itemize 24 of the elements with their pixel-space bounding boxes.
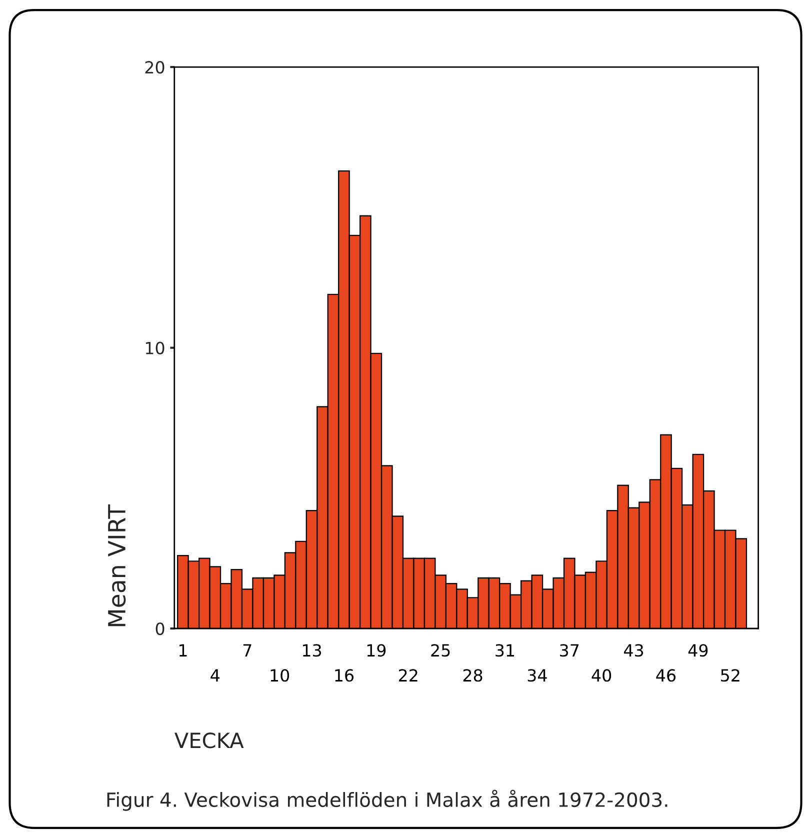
x-tick-label: 43 bbox=[624, 644, 644, 657]
y-tick-label: 10 bbox=[146, 342, 164, 354]
x-tick-label: 4 bbox=[210, 669, 220, 682]
x-axis-title: VECKA bbox=[174, 732, 244, 748]
x-tick-label: 1 bbox=[179, 644, 187, 656]
x-tick-label: 34 bbox=[528, 669, 547, 682]
text: Figur 4. Veckovisa medelflöden i Malax å åren 1972-2003. bbox=[107, 790, 668, 811]
x-tick-label: 10 bbox=[270, 669, 290, 682]
x-tick-label: 7 bbox=[243, 644, 252, 656]
y-tick-label: 20 bbox=[145, 61, 164, 74]
x-tick-label: 22 bbox=[398, 669, 418, 682]
x-tick-label: 40 bbox=[592, 669, 612, 682]
x-tick-label: 28 bbox=[463, 669, 482, 682]
x-tick-label: 13 bbox=[302, 644, 322, 657]
x-tick-label: 16 bbox=[335, 669, 354, 682]
y-tick-label: 0 bbox=[156, 622, 164, 636]
x-tick-label: 19 bbox=[367, 644, 386, 657]
x-tick-label: 31 bbox=[496, 644, 514, 657]
x-tick-label: 25 bbox=[431, 644, 450, 657]
x-tick-label: 37 bbox=[560, 644, 579, 657]
y-axis-title: Mean VIRT bbox=[108, 504, 126, 626]
x-tick-label: 46 bbox=[656, 669, 676, 682]
x-tick-label: 52 bbox=[721, 669, 740, 682]
x-tick-label: 49 bbox=[688, 644, 708, 657]
